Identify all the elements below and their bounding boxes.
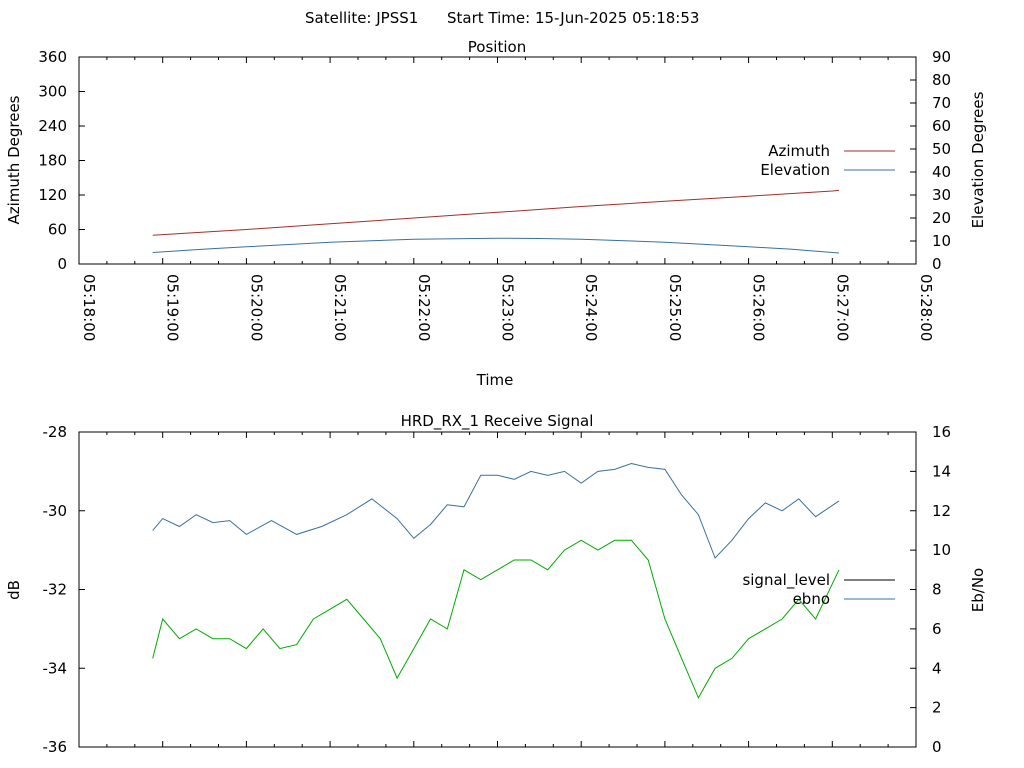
position-legend-label-1: Elevation bbox=[760, 161, 830, 179]
position-y-left-tick-label: 180 bbox=[38, 152, 67, 170]
signal-y-left-tick-label: -36 bbox=[43, 738, 68, 756]
position-xlabel: Time bbox=[476, 371, 514, 389]
position-x-tick-label: 05:26:00 bbox=[750, 274, 768, 341]
position-x-tick-label: 05:23:00 bbox=[499, 274, 517, 341]
position-x-tick-label: 05:18:00 bbox=[80, 274, 98, 341]
signal-y-right-tick-label: 10 bbox=[932, 541, 951, 559]
position-y-right-tick-label: 30 bbox=[932, 186, 951, 204]
position-y-left-tick-label: 60 bbox=[48, 221, 67, 239]
signal-y-left-tick-label: -34 bbox=[43, 659, 68, 677]
signal-y-right-tick-label: 4 bbox=[932, 659, 942, 677]
signal-y-right-tick-label: 2 bbox=[932, 699, 942, 717]
position-title: Position bbox=[468, 38, 526, 56]
position-y-right-tick-label: 20 bbox=[932, 209, 951, 227]
position-y-right-tick-label: 0 bbox=[932, 255, 942, 273]
signal-chart: HRD_RX_1 Receive Signal dB Eb/No -28 -30 -… bbox=[5, 412, 987, 756]
position-x-tick-label: 05:25:00 bbox=[666, 274, 684, 341]
signal-y-right-tick-label: 16 bbox=[932, 423, 951, 441]
satellite-label: Satellite: JPSS1 bbox=[305, 9, 418, 27]
signal-y-right-tick-label: 8 bbox=[932, 581, 942, 599]
position-y-right-tick-label: 90 bbox=[932, 48, 951, 66]
signal-y-right-tick-label: 6 bbox=[932, 620, 942, 638]
signal-legend-label-0: signal_level bbox=[742, 571, 830, 590]
position-chart: Position Azimuth Degrees Elevation Degre… bbox=[5, 38, 987, 389]
position-ylabel-right: Elevation Degrees bbox=[969, 91, 987, 228]
position-series-0-line bbox=[152, 189, 840, 236]
position-x-tick-label: 05:28:00 bbox=[917, 274, 935, 341]
signal-y-right-tick-label: 0 bbox=[932, 738, 942, 756]
position-y-right-tick-label: 50 bbox=[932, 140, 951, 158]
position-y-right-tick-label: 60 bbox=[932, 117, 951, 135]
position-x-tick-label: 05:19:00 bbox=[164, 274, 182, 341]
position-y-right-tick-label: 80 bbox=[932, 71, 951, 89]
position-y-right-tick-label: 40 bbox=[932, 163, 951, 181]
signal-series-1-line bbox=[152, 462, 840, 559]
signal-y-left-tick-label: -32 bbox=[43, 581, 68, 599]
position-x-tick-label: 05:22:00 bbox=[415, 274, 433, 341]
signal-ylabel-right: Eb/No bbox=[969, 568, 987, 612]
signal-series-2-line bbox=[152, 539, 840, 699]
signal-ylabel-left: dB bbox=[5, 580, 23, 600]
position-y-right-tick-label: 10 bbox=[932, 232, 951, 250]
position-y-left-tick-label: 360 bbox=[38, 48, 67, 66]
position-y-left-tick-label: 300 bbox=[38, 83, 67, 101]
position-y-left-tick-label: 120 bbox=[38, 186, 67, 204]
signal-plot-frame bbox=[78, 431, 917, 748]
signal-y-left-tick-label: -28 bbox=[43, 423, 68, 441]
position-x-tick-label: 05:21:00 bbox=[331, 274, 349, 341]
signal-y-right-tick-label: 14 bbox=[932, 462, 951, 480]
position-x-tick-label: 05:20:00 bbox=[247, 274, 265, 341]
signal-y-right-tick-label: 12 bbox=[932, 502, 951, 520]
position-y-left-tick-label: 0 bbox=[57, 255, 67, 273]
position-x-tick-label: 05:27:00 bbox=[833, 274, 851, 341]
position-y-left-tick-label: 240 bbox=[38, 117, 67, 135]
position-series-1-line bbox=[152, 237, 840, 254]
position-y-right-tick-label: 70 bbox=[932, 94, 951, 112]
signal-legend-label-1: ebno bbox=[793, 590, 830, 608]
position-ylabel-left: Azimuth Degrees bbox=[5, 95, 23, 224]
signal-y-left-tick-label: -30 bbox=[43, 502, 68, 520]
start-time-label: Start Time: 15-Jun-2025 05:18:53 bbox=[447, 9, 699, 27]
position-x-tick-label: 05:24:00 bbox=[582, 274, 600, 341]
position-legend-label-0: Azimuth bbox=[768, 142, 830, 160]
signal-title: HRD_RX_1 Receive Signal bbox=[401, 412, 594, 431]
